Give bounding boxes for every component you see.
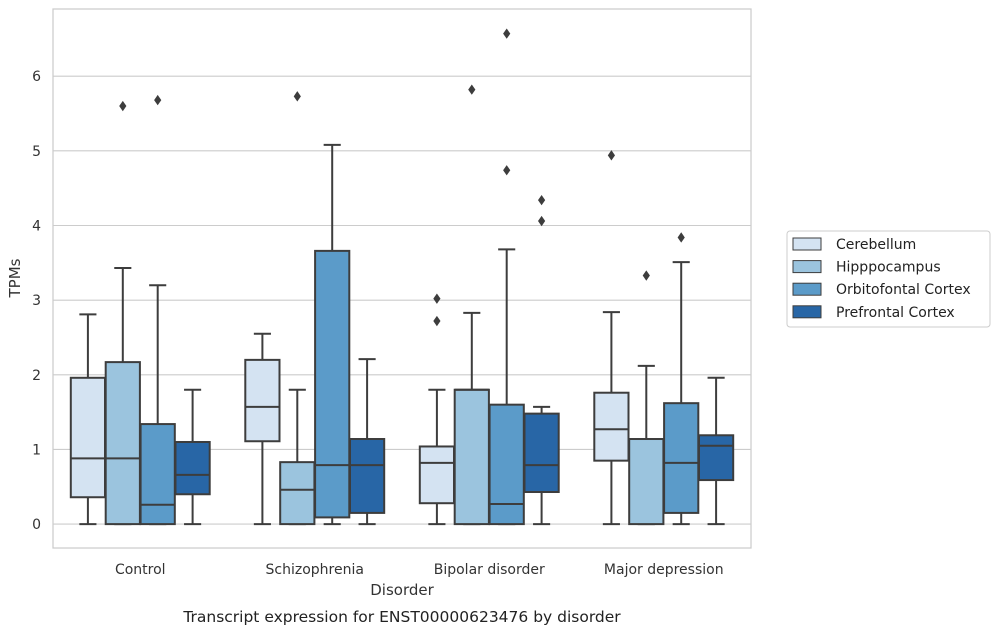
legend-label: Orbitofontal Cortex xyxy=(836,282,971,298)
y-tick-label: 2 xyxy=(32,368,41,384)
box-iqr xyxy=(141,424,175,524)
y-tick-label: 4 xyxy=(32,218,41,234)
box-iqr xyxy=(245,360,279,441)
x-tick-label: Schizophrenia xyxy=(266,562,364,578)
legend-label: Hipppocampus xyxy=(836,260,941,276)
y-tick-label: 0 xyxy=(32,517,41,533)
box-plot-chart: 0 1 2 3 4 5 6 Control Schizophrenia Bipolar diso… xyxy=(0,0,999,634)
legend-swatch xyxy=(793,261,821,273)
box-iqr xyxy=(420,446,454,503)
legend-swatch xyxy=(793,306,821,318)
box-iqr xyxy=(664,403,698,513)
y-tick-labels: 0 1 2 3 4 5 6 xyxy=(32,69,41,533)
legend-label: Cerebellum xyxy=(836,237,916,253)
legend-swatch xyxy=(793,238,821,250)
y-tick-label: 5 xyxy=(32,144,41,160)
box-iqr xyxy=(455,390,489,524)
y-tick-label: 6 xyxy=(32,69,41,85)
legend: Cerebellum Hipppocampus Orbitofontal Corte… xyxy=(787,231,990,327)
legend-label: Prefrontal Cortex xyxy=(836,305,955,321)
box-iqr xyxy=(699,435,733,480)
box-iqr xyxy=(629,439,663,524)
chart-caption: Transcript expression for ENST0000062347… xyxy=(182,608,621,626)
box-iqr xyxy=(594,393,628,461)
x-tick-label: Control xyxy=(115,562,166,578)
x-axis-label: Disorder xyxy=(370,581,434,599)
y-axis-label: TPMs xyxy=(6,258,24,298)
y-tick-label: 3 xyxy=(32,293,41,309)
x-tick-label: Major depression xyxy=(604,562,724,578)
box-iqr xyxy=(315,251,349,518)
x-tick-label: Bipolar disorder xyxy=(434,562,545,578)
legend-swatch xyxy=(793,283,821,295)
box-iqr xyxy=(280,462,314,524)
y-tick-label: 1 xyxy=(32,442,41,458)
box-iqr xyxy=(524,414,558,492)
x-tick-labels: Control Schizophrenia Bipolar disorder Majo… xyxy=(115,562,724,578)
box-iqr xyxy=(490,405,524,524)
box-iqr xyxy=(71,378,105,497)
box-iqr xyxy=(350,439,384,513)
box-iqr xyxy=(106,362,140,524)
box-iqr xyxy=(175,442,209,494)
